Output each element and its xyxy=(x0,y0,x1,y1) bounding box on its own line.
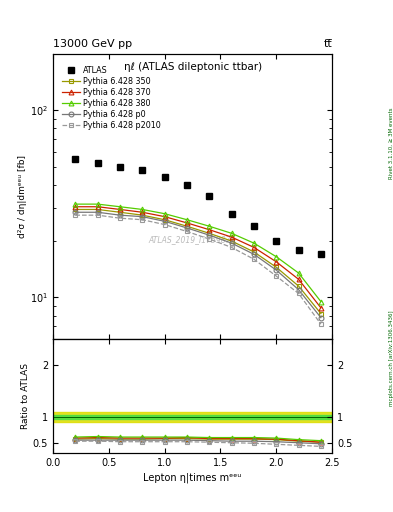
Bar xyxy=(53,412,332,422)
Line: ATLAS: ATLAS xyxy=(72,155,324,258)
Pythia 6.428 370 xyxy=(118,206,122,212)
Pythia 6.428 350 xyxy=(118,209,122,216)
ATLAS xyxy=(207,193,212,199)
Text: ηℓ (ATLAS dileptonic ttbar): ηℓ (ATLAS dileptonic ttbar) xyxy=(123,62,262,72)
Line: Pythia 6.428 p0: Pythia 6.428 p0 xyxy=(73,210,323,320)
Pythia 6.428 370 xyxy=(274,259,279,265)
ATLAS xyxy=(185,182,189,188)
ATLAS xyxy=(296,247,301,253)
Pythia 6.428 370 xyxy=(140,209,145,216)
Pythia 6.428 380 xyxy=(118,204,122,210)
Line: Pythia 6.428 380: Pythia 6.428 380 xyxy=(73,202,323,304)
Pythia 6.428 380 xyxy=(162,210,167,217)
Pythia 6.428 380 xyxy=(185,217,189,223)
Pythia 6.428 p0 xyxy=(140,214,145,220)
Pythia 6.428 350 xyxy=(207,230,212,237)
Pythia 6.428 350 xyxy=(319,311,323,317)
Legend: ATLAS, Pythia 6.428 350, Pythia 6.428 370, Pythia 6.428 380, Pythia 6.428 p0, Py: ATLAS, Pythia 6.428 350, Pythia 6.428 37… xyxy=(60,63,163,133)
Pythia 6.428 p0 xyxy=(73,209,78,216)
Bar xyxy=(53,415,332,419)
Y-axis label: Ratio to ATLAS: Ratio to ATLAS xyxy=(21,363,30,429)
Pythia 6.428 p2010 xyxy=(252,256,256,262)
Text: Rivet 3.1.10, ≥ 3M events: Rivet 3.1.10, ≥ 3M events xyxy=(389,108,393,179)
Pythia 6.428 380 xyxy=(140,206,145,212)
Pythia 6.428 380 xyxy=(252,240,256,246)
Pythia 6.428 p0 xyxy=(274,267,279,273)
Pythia 6.428 p2010 xyxy=(296,290,301,296)
Pythia 6.428 p0 xyxy=(118,212,122,218)
Pythia 6.428 350 xyxy=(252,249,256,255)
Pythia 6.428 380 xyxy=(319,298,323,305)
Pythia 6.428 350 xyxy=(73,206,78,212)
Pythia 6.428 370 xyxy=(319,305,323,311)
Pythia 6.428 p2010 xyxy=(207,236,212,242)
Pythia 6.428 370 xyxy=(185,220,189,226)
X-axis label: Lepton η|times mᵉᵉᵘ: Lepton η|times mᵉᵉᵘ xyxy=(143,472,242,483)
Pythia 6.428 370 xyxy=(162,214,167,220)
Pythia 6.428 380 xyxy=(274,253,279,260)
Pythia 6.428 350 xyxy=(95,206,100,212)
Pythia 6.428 p2010 xyxy=(162,222,167,228)
Line: Pythia 6.428 370: Pythia 6.428 370 xyxy=(73,204,323,310)
ATLAS xyxy=(252,223,256,229)
Pythia 6.428 370 xyxy=(207,227,212,233)
Pythia 6.428 p0 xyxy=(296,287,301,293)
Pythia 6.428 380 xyxy=(296,270,301,276)
Pythia 6.428 370 xyxy=(95,204,100,210)
ATLAS xyxy=(319,251,323,258)
Pythia 6.428 p2010 xyxy=(118,215,122,221)
Pythia 6.428 p0 xyxy=(229,240,234,246)
Text: mcplots.cern.ch [arXiv:1306.3436]: mcplots.cern.ch [arXiv:1306.3436] xyxy=(389,311,393,406)
Text: tt̅: tt̅ xyxy=(323,38,332,49)
ATLAS xyxy=(274,238,279,244)
Pythia 6.428 350 xyxy=(274,264,279,270)
Pythia 6.428 370 xyxy=(252,244,256,250)
Pythia 6.428 p0 xyxy=(252,251,256,258)
Pythia 6.428 p2010 xyxy=(140,217,145,223)
ATLAS xyxy=(140,167,145,173)
ATLAS xyxy=(118,163,122,169)
Pythia 6.428 p0 xyxy=(185,225,189,231)
Pythia 6.428 370 xyxy=(73,204,78,210)
Line: Pythia 6.428 350: Pythia 6.428 350 xyxy=(73,207,323,316)
Pythia 6.428 p2010 xyxy=(185,228,189,234)
Pythia 6.428 350 xyxy=(296,283,301,289)
Pythia 6.428 p2010 xyxy=(73,212,78,218)
Pythia 6.428 p0 xyxy=(207,232,212,238)
Pythia 6.428 380 xyxy=(73,201,78,207)
Pythia 6.428 p2010 xyxy=(319,321,323,327)
Y-axis label: d²σ / dη|dmᵉᵉᵘ [fb]: d²σ / dη|dmᵉᵉᵘ [fb] xyxy=(18,155,27,238)
Pythia 6.428 p2010 xyxy=(95,212,100,218)
Pythia 6.428 p2010 xyxy=(229,244,234,250)
Pythia 6.428 350 xyxy=(185,223,189,229)
Pythia 6.428 p2010 xyxy=(274,273,279,279)
Pythia 6.428 370 xyxy=(296,276,301,283)
Pythia 6.428 350 xyxy=(229,238,234,244)
Pythia 6.428 350 xyxy=(140,212,145,218)
Text: 13000 GeV pp: 13000 GeV pp xyxy=(53,38,132,49)
Pythia 6.428 p0 xyxy=(162,218,167,224)
Pythia 6.428 p0 xyxy=(319,314,323,321)
Pythia 6.428 380 xyxy=(95,201,100,207)
ATLAS xyxy=(229,210,234,217)
Text: ATLAS_2019_I1759875: ATLAS_2019_I1759875 xyxy=(149,234,236,244)
Pythia 6.428 380 xyxy=(229,230,234,237)
Pythia 6.428 350 xyxy=(162,217,167,223)
Pythia 6.428 370 xyxy=(229,234,234,240)
Line: Pythia 6.428 p2010: Pythia 6.428 p2010 xyxy=(73,213,323,327)
ATLAS xyxy=(162,174,167,180)
ATLAS xyxy=(73,156,78,162)
Pythia 6.428 p0 xyxy=(95,209,100,216)
ATLAS xyxy=(95,160,100,166)
Pythia 6.428 380 xyxy=(207,223,212,229)
